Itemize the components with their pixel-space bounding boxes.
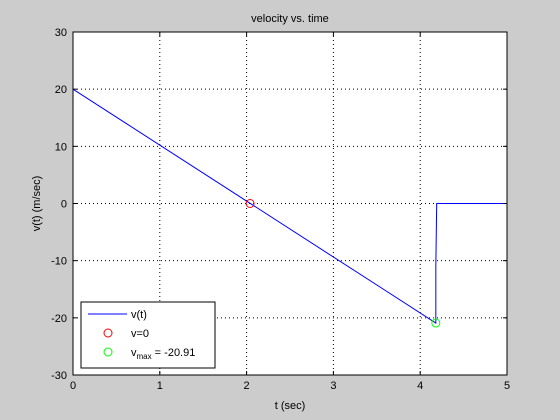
y-tick-label: 30 [55, 27, 67, 39]
legend-box [80, 301, 216, 369]
x-tick-label: 2 [244, 380, 250, 392]
marker-vmax [431, 318, 441, 328]
y-tick-label: 0 [61, 199, 67, 211]
legend-label-vmax: vmax = -20.91 [131, 347, 195, 361]
y-tick-label: 10 [55, 141, 67, 153]
x-tick-label: 1 [157, 380, 163, 392]
y-axis-label: v(t) (m/sec) [31, 176, 43, 232]
marker-v0 [245, 199, 255, 208]
x-tick-label: 4 [417, 380, 423, 392]
legend-marker-vmax [103, 347, 113, 357]
x-tick-label: 5 [504, 380, 510, 392]
x-tick-label: 3 [330, 380, 336, 392]
x-axis-label: t (sec) [275, 400, 306, 412]
legend-label-vmax-main: v [131, 347, 137, 359]
y-tick-label: -10 [51, 256, 67, 268]
axis-ticks: 0 1 2 3 4 5 -30 -20 -10 0 10 20 30 [51, 27, 510, 392]
legend: v(t) v=0 vmax = -20.91 [80, 301, 216, 369]
chart-title: velocity vs. time [251, 13, 329, 25]
x-tick-label: 0 [70, 380, 76, 392]
legend-marker-v0 [103, 328, 113, 338]
legend-label-vmax-sub: max [137, 352, 152, 361]
legend-label-vt: v(t) [131, 309, 147, 321]
legend-label-vmax-rest: = -20.91 [152, 347, 196, 359]
series-line-vt [72, 88, 507, 324]
plot-series [72, 88, 507, 328]
y-tick-label: 20 [55, 84, 67, 96]
legend-label-v0: v=0 [131, 328, 149, 340]
y-tick-label: -20 [51, 313, 67, 325]
y-tick-label: -30 [51, 370, 67, 382]
